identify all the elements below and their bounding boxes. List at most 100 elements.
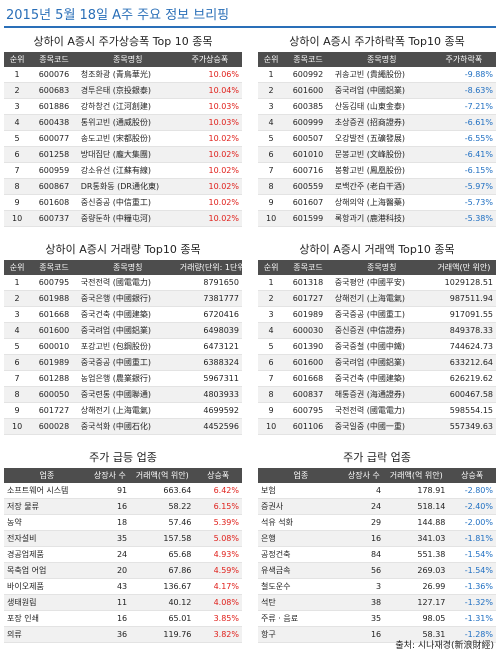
table-cell: 목축업 어업 [4, 562, 90, 579]
column-header: 주가하락폭 [431, 52, 496, 67]
table-row: 항구 16 58.31 -1.28% [258, 626, 496, 643]
table-body: 1 600992 귀송고빈 (貴繩股份) -9.88% 2 601600 중국려업 (中國鋁… [258, 67, 496, 227]
table-cell: 봉황고빈 (鳳凰股份) [331, 162, 432, 179]
table-cell: 26.99 [384, 578, 449, 595]
table-row: 10 600028 중국석화 (中國石化) 4452596 [4, 418, 242, 435]
table-cell: 2 [258, 82, 285, 99]
table-row: 4 600030 중신증권 (中信證券) 849378.33 [258, 322, 496, 339]
table-cell: 601390 [284, 338, 332, 355]
table-row: 경공업제품 24 65.68 4.93% [4, 546, 242, 563]
table-cell: 16 [89, 610, 131, 627]
table-cell: 341.03 [384, 530, 449, 547]
table-cell: 10.02% [177, 162, 242, 179]
table-cell: 농업은행 (農業銀行) [77, 370, 178, 387]
table-cell: 35 [89, 530, 131, 547]
table-row: 공정건축 84 551.38 -1.54% [258, 546, 496, 563]
table-cell: 강하창건 (江河創建) [77, 98, 178, 115]
table-row: 철도운수 3 26.99 -1.36% [258, 578, 496, 595]
table-cell: -1.81% [448, 530, 496, 547]
table-row: 2 601727 상해전기 (上海電氣) 987511.94 [258, 290, 496, 307]
table-cell: 10.03% [177, 114, 242, 131]
table-cell: 국전전력 (國電電力) [77, 275, 178, 291]
table-cell: 해통증권 (海通證券) [331, 386, 432, 403]
table-row: 9 601608 중신중공 (中信重工) 10.02% [4, 194, 242, 211]
table-cell: 3 [4, 306, 31, 323]
table-row: 3 600385 산동김태 (山東金泰) -7.21% [258, 98, 496, 115]
table-row: 3 601989 중국중공 (中國重工) 917091.55 [258, 306, 496, 323]
table-cell: 600867 [30, 178, 78, 195]
table-cell: 7 [4, 370, 31, 387]
table-cell: -1.28% [448, 626, 496, 643]
table-cell: 178.91 [384, 483, 449, 499]
table-row: 은행 16 341.03 -1.81% [258, 530, 496, 547]
table-row: 2 601600 중국려업 (中國鋁業) -8.63% [258, 82, 496, 99]
table-cell: 600077 [30, 130, 78, 147]
table-cell: 626219.62 [431, 370, 496, 387]
table-cell: 58.22 [130, 498, 195, 515]
table-cell: 136.67 [130, 578, 195, 595]
table-row: 보험 4 178.91 -2.80% [258, 483, 496, 499]
page-title: 2015년 5월 18일 A주 주요 정보 브리핑 [6, 8, 230, 23]
table-row: 1 600076 청조화광 (青鳥華光) 10.06% [4, 67, 242, 83]
table-row: 4 600999 초상증권 (招商證券) -6.61% [258, 114, 496, 131]
table-cell: 귀송고빈 (貴繩股份) [331, 67, 432, 83]
table-row: 1 600795 국전전력 (國電電力) 8791650 [4, 275, 242, 291]
table-cell: 601668 [30, 306, 78, 323]
table-cell: 600737 [30, 210, 78, 227]
table-row: 5 600010 포강고빈 (包鋼股份) 6473121 [4, 338, 242, 355]
column-header: 상승폭 [194, 468, 242, 483]
table-cell: 6 [4, 146, 31, 163]
table-cell: 601258 [30, 146, 78, 163]
header-row: 순위 종목코드 종목명칭 주가상승폭 [4, 52, 242, 67]
table-cell: 601106 [284, 418, 332, 435]
column-header: 거래액(억 위안) [130, 468, 195, 483]
table-cell: 3 [258, 98, 285, 115]
table-cell: 40.12 [130, 594, 195, 611]
table-cell: 598554.15 [431, 402, 496, 419]
table-cell: 557349.63 [431, 418, 496, 435]
table-cell: 중국려업 (中國鋁業) [77, 322, 178, 339]
table-cell: 항구 [258, 626, 344, 643]
table-cell: 20 [89, 562, 131, 579]
table-cell: 상해전기 (上海電氣) [331, 290, 432, 307]
table-cell: 600999 [284, 114, 332, 131]
table-row: 7 601288 농업은행 (農業銀行) 5967311 [4, 370, 242, 387]
table-cell: 중국련통 (中國聯通) [77, 386, 178, 403]
sections: 상하이 A증시 주가상승폭 Top 10 종목 순위 종목코드 종목명칭 주가상승폭 1 6… [4, 32, 496, 643]
table-cell: 57.46 [130, 514, 195, 531]
table-cell: 551.38 [384, 546, 449, 563]
table-cell: 9 [4, 194, 31, 211]
table-row: 9 601607 상해의약 (上海醫藥) -5.73% [258, 194, 496, 211]
table-cell: 방대집단 (龐大集團) [77, 146, 178, 163]
table-body: 1 601318 중국평안 (中國平安) 1029128.51 2 601727 상해전기 … [258, 275, 496, 435]
table-cell: 601318 [284, 275, 332, 291]
table-cell: 600507 [284, 130, 332, 147]
column-header: 상승폭 [448, 468, 496, 483]
table-cell: 중신중공 (中信重工) [77, 194, 178, 211]
table-cell: 9 [258, 194, 285, 211]
table-cell: 601600 [30, 322, 78, 339]
table-cell: 중국은행 (中國銀行) [77, 290, 178, 307]
table-cell: 600959 [30, 162, 78, 179]
table-row: 4 601600 중국려업 (中國鋁業) 6498039 [4, 322, 242, 339]
table-cell: 8 [4, 178, 31, 195]
column-header: 상장사 수 [343, 468, 385, 483]
column-header: 거래량(단위: 1단위=100주) [177, 260, 242, 275]
table-row: 3 601886 강하창건 (江河創建) 10.03% [4, 98, 242, 115]
table-cell: 600837 [284, 386, 332, 403]
table-head: 순위 종목코드 종목명칭 주가하락폭 [258, 52, 496, 67]
table-head: 업종 상장사 수 거래액(억 위안) 상승폭 [258, 468, 496, 483]
table-cell: 9 [4, 402, 31, 419]
section-heading: 상하이 A증시 주가상승폭 Top 10 종목 [33, 35, 213, 48]
column-header: 종목코드 [30, 52, 78, 67]
table-cell: -6.55% [431, 130, 496, 147]
table-cell: 601668 [284, 370, 332, 387]
table-cell: 농약 [4, 514, 90, 531]
table-row: 포장 인쇄 16 65.01 3.85% [4, 610, 242, 627]
table-row: 6 601010 문봉고빈 (文峰股份) -6.41% [258, 146, 496, 163]
table-cell: 600683 [30, 82, 78, 99]
table-cell: 29 [343, 514, 385, 531]
table-row: 농약 18 57.46 5.39% [4, 514, 242, 531]
column-header: 종목명칭 [77, 52, 178, 67]
table-cell: 11 [89, 594, 131, 611]
